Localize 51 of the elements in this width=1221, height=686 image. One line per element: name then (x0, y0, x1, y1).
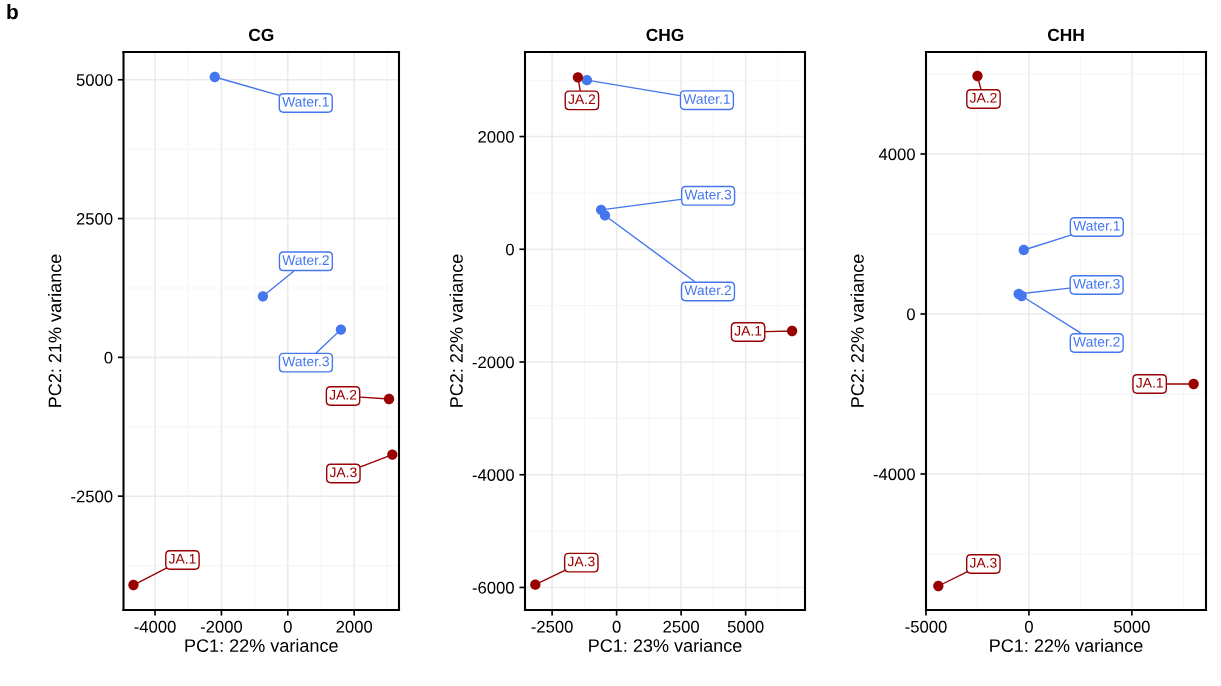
x-tick-label: 5000 (1114, 620, 1150, 633)
annotation: Water.2 (282, 255, 329, 266)
y-tick-label: -2500 (71, 490, 113, 503)
annotation: Water.3 (1073, 278, 1120, 289)
y-tick-label: -4000 (472, 469, 514, 481)
y-tick-label: 2000 (478, 130, 514, 143)
annotation: JA.2 (329, 389, 357, 400)
annotation: Water.2 (1073, 336, 1120, 347)
annotation: JA.1 (1135, 378, 1163, 388)
y-axis-title: PC2: 22% variance (850, 254, 864, 407)
annotation: Water.1 (683, 94, 730, 104)
annotation: JA.1 (168, 554, 196, 564)
y-tick-label: -4000 (873, 468, 915, 481)
x-tick-label: -2000 (200, 620, 243, 633)
x-tick-label: 0 (283, 620, 292, 633)
y-axis-title: PC2: 22% variance (449, 254, 463, 407)
y-tick-label: 2500 (76, 212, 113, 225)
x-tick-label: 0 (1024, 620, 1033, 633)
annotation: Water.1 (282, 97, 329, 107)
annotation: JA.3 (329, 467, 357, 478)
y-tick-label: -2000 (472, 356, 514, 369)
y-axis-title: PC2: 21% variance (48, 254, 62, 407)
y-tick-label: 4000 (878, 148, 915, 161)
x-tick-label: -5000 (905, 620, 947, 633)
annotation: JA.2 (969, 92, 997, 103)
y-tick-label: 5000 (76, 74, 113, 86)
chart-title: CHH (1047, 28, 1084, 42)
x-axis-title: PC1: 23% variance (589, 638, 742, 652)
x-tick-label: 0 (612, 620, 621, 633)
annotation: Water.2 (684, 285, 731, 296)
annotation: Water.3 (684, 189, 732, 200)
annotation: JA.2 (568, 94, 596, 105)
chart-title: CHG (646, 28, 684, 42)
y-tick-label: 0 (104, 351, 113, 364)
chart-title: CG (248, 28, 274, 42)
text: b (7, 4, 18, 20)
x-tick-label: -4000 (134, 620, 176, 633)
x-tick-label: 5000 (727, 620, 764, 633)
x-tick-label: 2000 (336, 620, 373, 633)
y-tick-label: -6000 (472, 581, 514, 594)
y-tick-label: 0 (906, 308, 915, 321)
annotation: JA.1 (734, 326, 762, 336)
annotation: JA.3 (969, 557, 997, 568)
annotation: Water.3 (282, 356, 329, 367)
x-tick-label: -2500 (531, 620, 573, 633)
annotation: JA.3 (567, 556, 595, 567)
x-tick-label: 2500 (663, 620, 700, 633)
x-axis-title: PC1: 22% variance (185, 638, 338, 652)
y-tick-label: 0 (505, 243, 514, 256)
annotation: Water.1 (1073, 221, 1120, 231)
x-axis-title: PC1: 22% variance (990, 638, 1143, 652)
